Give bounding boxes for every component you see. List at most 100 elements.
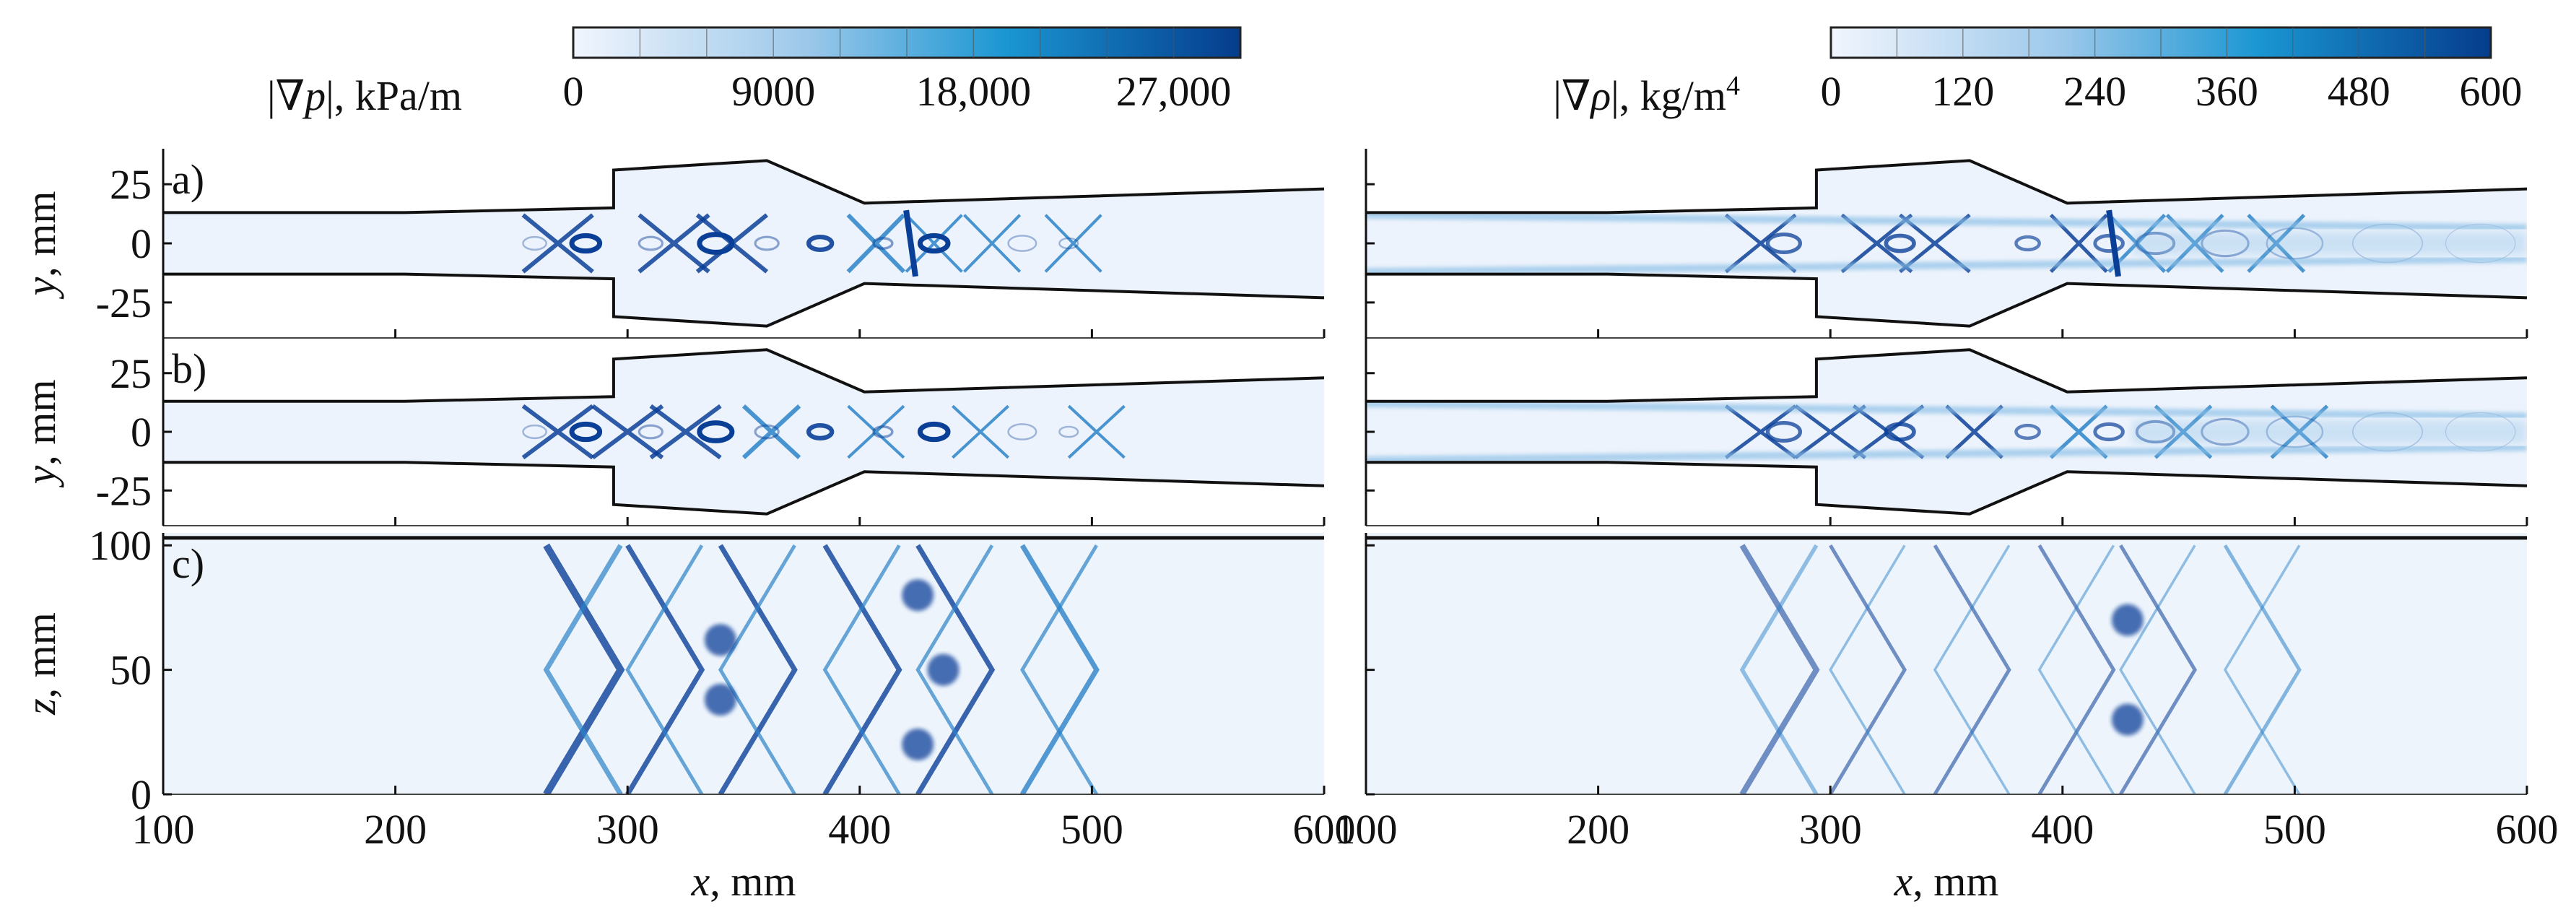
x-tick-label: 200 [364,806,427,853]
flow-cell [2093,422,2125,442]
x-tick-label: 400 [828,806,891,853]
flow-cell [902,579,934,612]
shock-line [1829,544,1906,794]
flow-cell [1765,232,1803,255]
y-tick-label: 100 [89,522,152,569]
x-tick-label: 600 [1293,806,1356,853]
shock-line [1724,404,1797,459]
shock-line [1852,404,1925,459]
flow-cell [806,235,835,252]
shock-line [718,544,796,794]
panel-letter: c) [172,540,204,587]
y-tick-label: 0 [131,771,152,818]
shock-line [1794,404,1866,459]
x-tick-label: 600 [2496,806,2559,853]
colorbar-tick-label: 120 [1931,68,1994,115]
lower-wall [163,272,1325,328]
flow-cell [754,424,780,440]
panel-letter: a) [172,156,204,203]
y-tick-label: 25 [110,161,152,208]
shock-line [591,404,664,460]
shock-line [2037,544,2116,794]
wake-band [2132,231,2527,256]
flow-cell [2014,423,2041,440]
field [163,160,1324,326]
shock-line [521,213,594,274]
x-tick-label: 200 [1567,806,1629,853]
lower-wall [163,461,1325,516]
colorbar-label: |∇ρ|, kg/m4 [1553,71,1740,119]
x-tick-label: 500 [1061,806,1123,853]
colorbars: 0 9000 18,000 27,000 |∇p|, kPa/m 0 120 240 360 48… [267,26,2523,119]
panel-pressure-1: -25 0 25 a) [96,149,1326,339]
flow-cell [569,421,603,443]
shock-line [625,544,704,794]
y-tick-label: 0 [131,220,152,267]
x-tick-label: 100 [1335,806,1398,853]
flow-cell [638,424,664,440]
y-tick-label: 0 [131,409,152,456]
shock-line [1019,544,1100,794]
y-axis-label: z, mm [17,612,64,716]
x-tick-label: 100 [132,806,195,853]
panel-pressure-2: -25 0 25 b) [96,338,1326,526]
panel-density-3: 100 200 300 400 500 600 [1335,533,2559,853]
shock-line [2119,544,2198,794]
shear-layer [1366,255,2527,276]
colorbar-tick-label: 9000 [731,68,815,115]
flow-cell [872,237,894,250]
field [163,349,1324,514]
flow-cell [1884,422,1916,442]
shock-line [822,544,902,794]
flow-cell [1007,423,1037,440]
flow-cell [704,683,736,716]
shock-line [1933,544,2011,794]
upper-wall [163,348,1325,403]
y-tick-label: -25 [96,279,152,326]
x-tick-label: 500 [2263,806,2326,853]
colorbar-tick-label: 360 [2196,68,2258,115]
flow-cell [902,729,934,761]
panel-letter: b) [172,345,206,392]
colorbar-pressure: 0 9000 18,000 27,000 |∇p|, kPa/m [267,26,1242,119]
shear-layer [1366,400,2527,420]
y-axis-label: y, mm [17,380,64,488]
lower-wall [1366,461,2528,516]
shock-line [2037,544,2115,794]
flow-cell [704,624,736,656]
x-axis-label: x, mm [1894,858,1999,905]
upper-wall [1366,159,2528,214]
shock-line [1067,404,1126,459]
flow-cell [1058,425,1079,438]
y-tick-label: 50 [110,647,152,694]
shock-line [1724,213,1797,274]
shock-line [521,404,594,460]
shock-line [915,544,994,794]
shock-line [1945,404,2003,459]
flow-cell [872,425,894,438]
upper-wall [163,159,1325,214]
colorbar-tick-label: 240 [2063,68,2126,115]
shock-line [1739,544,1820,794]
colorbar-tick-label: 480 [2328,68,2390,115]
shock-line [543,544,623,794]
field [163,533,1324,794]
shock-line [846,213,906,274]
shock-line [2106,209,2121,277]
flow-cell [917,233,951,254]
flow-cell [917,421,951,443]
flow-cell [1884,233,1916,253]
flow-cell [522,424,547,440]
x-tick-label: 300 [1799,806,1862,853]
flow-cell [806,423,835,440]
flow-cell [1058,237,1079,250]
y-tick-label: -25 [96,467,152,514]
flow-cell [927,653,960,686]
shock-line [543,543,625,794]
panel-pressure-3: 0 50 100 100 200 300 400 500 600 c) [89,522,1356,853]
field [1366,349,2527,514]
shear-layer [1366,211,2527,232]
flow-cell [569,233,603,254]
x-tick-label: 300 [596,806,659,853]
